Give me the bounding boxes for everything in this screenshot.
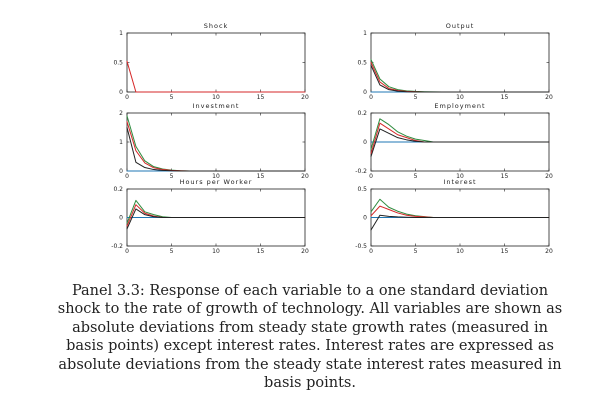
panel-investment-frame (126, 112, 306, 172)
panel-investment-ytick-label: 0 (119, 168, 123, 175)
panel-output-ytick-label: 0 (363, 89, 367, 96)
panel-interest-ytick-label: 0.5 (357, 186, 367, 193)
panel-shock-title: Shock (204, 22, 229, 30)
panel-output-ytick-label: 1 (363, 30, 367, 37)
panel-investment-xtick-label: 0 (125, 173, 129, 180)
panel-hours-per-worker-title: Hours per Worker (180, 178, 253, 186)
panel-output-xtick-label: 10 (456, 94, 464, 101)
panel-interest-ytick-label: -0.5 (355, 243, 367, 250)
panel-output-title: Output (446, 22, 475, 30)
panel-investment-xtick-label: 20 (301, 173, 309, 180)
panel-output-series-black (370, 64, 550, 93)
panel-hours-per-worker-xtick-label: 5 (170, 248, 174, 255)
panel-shock-ytick-label: 0 (119, 89, 123, 96)
panel-shock-ytick-label: 0.5 (113, 60, 123, 67)
panel-employment-xtick-label: 5 (414, 173, 418, 180)
panel-output-xtick-label: 5 (414, 94, 418, 101)
panel-shock-ytick-label: 1 (119, 30, 123, 37)
panel-shock-series-red (126, 60, 306, 93)
panel-interest-xtick-label: 5 (414, 248, 418, 255)
panel-shock-xtick-label: 5 (170, 94, 174, 101)
panel-interest-xtick-label: 20 (545, 248, 553, 255)
panel-investment-xtick-label: 10 (212, 173, 220, 180)
panel-shock-xtick-label: 10 (212, 94, 220, 101)
panel-hours-per-worker-xtick-label: 10 (212, 248, 220, 255)
panel-employment-ytick-label: 0 (363, 139, 367, 146)
panel-employment-series-black (370, 128, 550, 157)
panel-interest-xtick-label: 0 (369, 248, 373, 255)
panel-employment-xtick-label: 15 (501, 173, 509, 180)
panel-interest-series-black (370, 214, 550, 231)
panel-hours-per-worker-ytick-label: 0 (119, 215, 123, 222)
panel-hours-per-worker-xtick-label: 15 (257, 248, 265, 255)
panel-output-xtick-label: 0 (369, 94, 373, 101)
panel-interest-xtick-label: 15 (501, 248, 509, 255)
panel-shock-xtick-label: 0 (125, 94, 129, 101)
panel-shock-frame (126, 32, 306, 93)
panel-output-xtick-label: 20 (545, 94, 553, 101)
panel-shock: Shock 0 5 10 15 20 0 0.5 1 (113, 22, 309, 101)
panel-investment: Investment 0 5 10 15 20 0 1 2 (119, 102, 309, 180)
panel-output-frame (370, 32, 550, 93)
panel-interest-title: Interest (443, 178, 476, 186)
panel-employment-ytick-label: 0.2 (357, 110, 367, 117)
panel-employment-xtick-label: 0 (369, 173, 373, 180)
panel-hours-per-worker-ytick-label: -0.2 (111, 243, 123, 250)
panel-output-xtick-label: 15 (501, 94, 509, 101)
panel-shock-xtick-label: 20 (301, 94, 309, 101)
figure-caption: Panel 3.3: Response of each variable to … (57, 283, 563, 392)
panel-investment-ytick-label: 2 (119, 110, 123, 117)
panel-investment-series-black (126, 127, 306, 172)
panel-employment-xtick-label: 10 (456, 173, 464, 180)
panel-hours-per-worker-series-black (126, 208, 306, 230)
panel-output: Output 0 5 10 15 20 0 0.5 1 (357, 22, 553, 101)
panel-investment-title: Investment (193, 102, 240, 110)
panel-employment-xtick-label: 20 (545, 173, 553, 180)
panel-hours-per-worker-xtick-label: 20 (301, 248, 309, 255)
panel-interest-ytick-label: 0 (363, 215, 367, 222)
panel-employment-title: Employment (434, 102, 485, 110)
panel-interest-xtick-label: 10 (456, 248, 464, 255)
panel-shock-xtick-label: 15 (257, 94, 265, 101)
panel-hours-per-worker-xtick-label: 0 (125, 248, 129, 255)
panel-hours-per-worker-ytick-label: 0.2 (113, 186, 123, 193)
panel-investment-xtick-label: 5 (170, 173, 174, 180)
panel-employment-ytick-label: -0.2 (355, 168, 367, 175)
panel-investment-ytick-label: 1 (119, 139, 123, 146)
panel-output-ytick-label: 0.5 (357, 60, 367, 67)
panel-investment-xtick-label: 15 (257, 173, 265, 180)
